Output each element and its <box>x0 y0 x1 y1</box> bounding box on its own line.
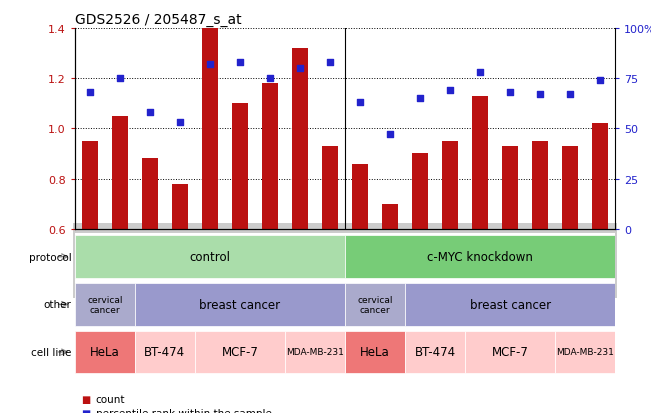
Bar <box>592 124 609 229</box>
Bar <box>135 331 195 373</box>
Text: cell line: cell line <box>31 347 72 357</box>
Bar <box>442 142 458 229</box>
Bar <box>75 331 135 373</box>
Bar <box>502 147 518 229</box>
Text: GDS2526 / 205487_s_at: GDS2526 / 205487_s_at <box>75 12 242 26</box>
Point <box>415 96 425 102</box>
Point <box>385 132 395 138</box>
Text: breast cancer: breast cancer <box>199 298 281 311</box>
Point <box>535 92 546 98</box>
Bar <box>195 331 285 373</box>
Bar <box>555 331 615 373</box>
Bar <box>345 331 405 373</box>
Text: protocol: protocol <box>29 252 72 262</box>
Point <box>145 110 155 116</box>
Text: cervical
cancer: cervical cancer <box>87 295 122 314</box>
Bar <box>262 84 278 229</box>
Point <box>325 59 335 66</box>
Bar <box>322 147 339 229</box>
Point <box>204 62 215 68</box>
Text: HeLa: HeLa <box>360 346 390 358</box>
Text: percentile rank within the sample: percentile rank within the sample <box>96 408 271 413</box>
Text: BT-474: BT-474 <box>145 346 186 358</box>
Text: ■: ■ <box>81 394 90 404</box>
Point <box>595 78 605 84</box>
Text: ■: ■ <box>81 408 90 413</box>
Bar <box>142 159 158 229</box>
Point <box>505 90 516 96</box>
Text: HeLa: HeLa <box>90 346 120 358</box>
Bar <box>135 283 345 326</box>
Point <box>295 66 305 72</box>
Bar <box>111 116 128 229</box>
Text: MDA-MB-231: MDA-MB-231 <box>286 348 344 356</box>
Point <box>115 76 125 82</box>
Bar <box>465 331 555 373</box>
Point <box>265 76 275 82</box>
Bar <box>75 283 135 326</box>
Bar <box>345 236 615 278</box>
Point <box>174 120 185 126</box>
Text: count: count <box>96 394 125 404</box>
Point <box>85 90 95 96</box>
Text: MCF-7: MCF-7 <box>492 346 529 358</box>
Point <box>565 92 575 98</box>
Bar <box>532 142 548 229</box>
Text: c-MYC knockdown: c-MYC knockdown <box>427 251 533 263</box>
Bar <box>172 184 188 229</box>
Bar <box>232 104 248 229</box>
Bar <box>75 236 345 278</box>
Bar <box>352 164 368 229</box>
Point <box>445 88 455 94</box>
Text: control: control <box>189 251 230 263</box>
Bar <box>381 204 398 229</box>
Text: breast cancer: breast cancer <box>469 298 551 311</box>
Bar <box>562 147 579 229</box>
Bar <box>285 331 345 373</box>
Bar <box>405 283 615 326</box>
Text: MDA-MB-231: MDA-MB-231 <box>556 348 614 356</box>
Bar <box>292 49 309 229</box>
Bar <box>81 142 98 229</box>
Bar <box>472 97 488 229</box>
Bar <box>345 283 405 326</box>
Text: MCF-7: MCF-7 <box>221 346 258 358</box>
Bar <box>412 154 428 229</box>
Point <box>355 100 365 106</box>
Bar <box>202 29 218 229</box>
Bar <box>405 331 465 373</box>
Point <box>475 70 485 76</box>
Text: other: other <box>44 299 72 310</box>
Text: BT-474: BT-474 <box>415 346 456 358</box>
Text: cervical
cancer: cervical cancer <box>357 295 393 314</box>
Point <box>235 59 245 66</box>
